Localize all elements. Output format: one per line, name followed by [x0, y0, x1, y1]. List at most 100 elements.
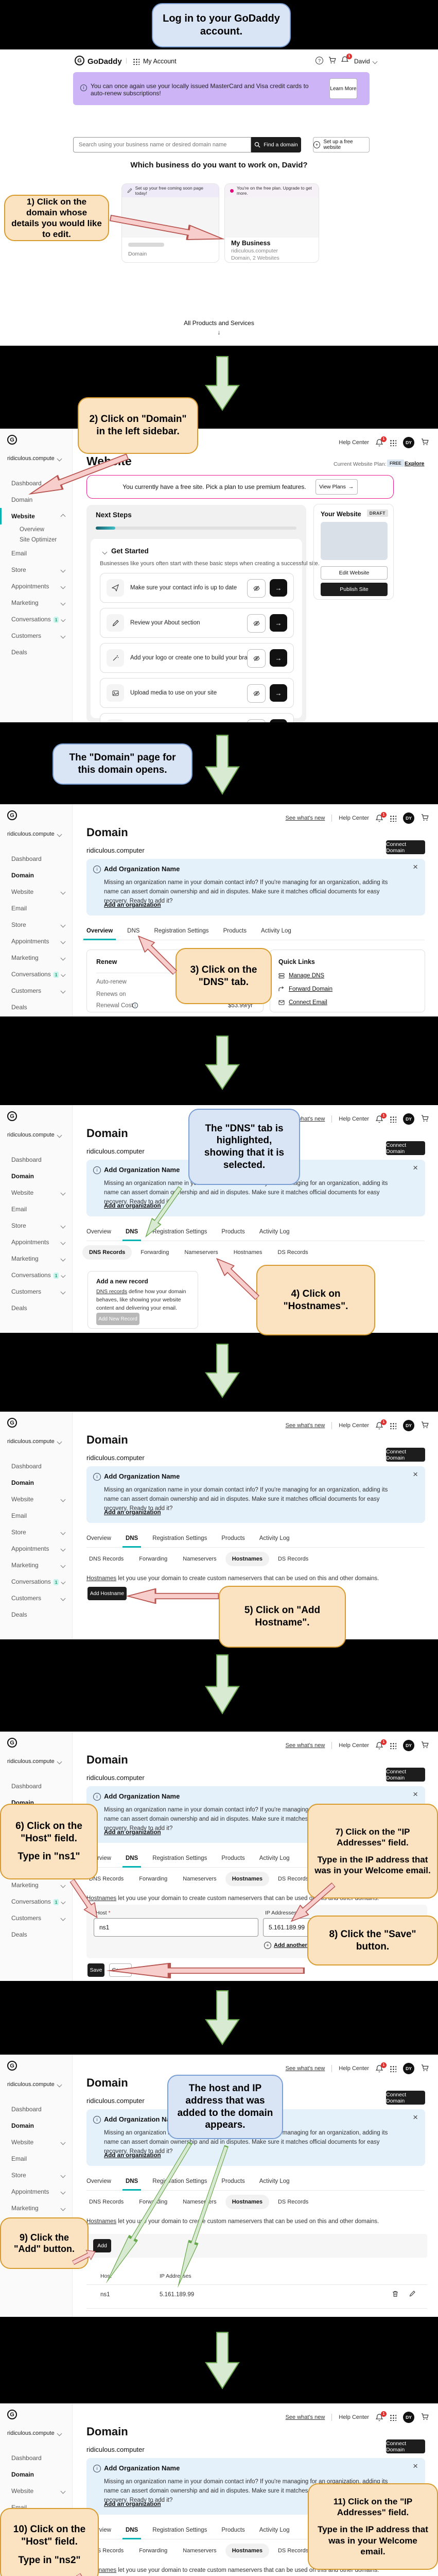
help-center-link[interactable]: Help Center: [339, 1422, 369, 1429]
hostnames-term-link[interactable]: Hostnames: [86, 1575, 117, 1582]
brand-name[interactable]: GoDaddy: [87, 57, 122, 66]
sidebar-item-store[interactable]: Store: [0, 1524, 72, 1540]
add-organization-link[interactable]: Add an organization: [104, 1203, 161, 1209]
close-icon[interactable]: ×: [413, 1789, 418, 1799]
add-organization-link[interactable]: Add an organization: [104, 902, 161, 908]
godaddy-logo-icon[interactable]: G: [7, 2061, 17, 2071]
avatar[interactable]: DY: [403, 1420, 414, 1431]
avatar[interactable]: DY: [403, 2063, 414, 2074]
add-organization-link[interactable]: Add an organization: [104, 2501, 161, 2507]
business-card-2[interactable]: You're on the free plan. Upgrade to get …: [224, 183, 319, 263]
tab-activity-log[interactable]: Activity Log: [260, 928, 291, 934]
subtab-forwarding[interactable]: Forwarding: [139, 2548, 168, 2554]
tab-overview[interactable]: Overview: [86, 2178, 111, 2184]
task-row[interactable]: Make sure your contact info is up to dat…: [100, 573, 294, 603]
tab-activity-log[interactable]: Activity Log: [259, 1229, 290, 1235]
sidebar-item-customers[interactable]: Customers: [0, 982, 72, 999]
tab-dns[interactable]: DNS: [127, 928, 140, 934]
help-icon[interactable]: ?: [316, 57, 323, 64]
tab-products[interactable]: Products: [221, 1855, 245, 1861]
notifications-bell-icon[interactable]: 1: [376, 1739, 387, 1750]
add-organization-link[interactable]: Add an organization: [104, 1510, 161, 1516]
connect-domain-button[interactable]: Connect Domain: [386, 2091, 425, 2105]
help-center-link[interactable]: Help Center: [339, 1116, 369, 1122]
tab-registration-settings[interactable]: Registration Settings: [152, 1535, 207, 1541]
app-switcher-icon[interactable]: [390, 1115, 396, 1123]
task-go-button[interactable]: →: [270, 649, 287, 667]
sidebar-item-customers[interactable]: Customers: [0, 1910, 72, 1926]
search-input[interactable]: [73, 137, 251, 152]
sidebar-item-domain[interactable]: Domain: [11, 2122, 34, 2129]
add-hostname-button[interactable]: Add Hostname: [87, 1587, 127, 1600]
subtab-hostnames[interactable]: Hostnames: [233, 1249, 262, 1256]
close-icon[interactable]: ×: [413, 1469, 418, 1479]
subtab-dns-records[interactable]: DNS Records: [89, 2199, 124, 2205]
notifications-bell-icon[interactable]: 1: [376, 436, 387, 447]
tab-products[interactable]: Products: [221, 1535, 245, 1541]
sidebar-item-website[interactable]: Website: [0, 2134, 72, 2150]
connect-domain-button[interactable]: Connect Domain: [386, 1141, 425, 1155]
save-button[interactable]: Save: [87, 1963, 104, 1977]
notifications-bell-icon[interactable]: 1: [376, 1419, 387, 1430]
close-icon[interactable]: ×: [413, 2112, 418, 2122]
host-input[interactable]: [94, 1918, 258, 1937]
subtab-dns-records[interactable]: DNS Records: [89, 1876, 124, 1882]
hostnames-term-link[interactable]: Hostnames: [86, 2218, 117, 2225]
subtab-ds-records[interactable]: DS Records: [277, 1876, 309, 1882]
sidebar-item-email[interactable]: Email: [11, 1512, 27, 1519]
close-icon[interactable]: ×: [413, 1163, 418, 1173]
sidebar-item-dashboard[interactable]: Dashboard: [11, 855, 42, 862]
subtab-ds-records[interactable]: DS Records: [277, 1556, 309, 1562]
add-organization-link[interactable]: Add an organization: [104, 1829, 161, 1836]
tab-products[interactable]: Products: [223, 928, 247, 934]
sidebar-item-marketing[interactable]: Marketing: [0, 1250, 72, 1267]
sidebar-domain-selector[interactable]: ridiculous.compute: [7, 2081, 62, 2088]
sidebar-item-store[interactable]: Store: [0, 1217, 72, 1234]
view-plans-button[interactable]: View Plans →: [315, 479, 358, 495]
connect-domain-button[interactable]: Connect Domain: [386, 840, 425, 854]
hide-task-button[interactable]: [247, 684, 266, 703]
subtab-hostnames[interactable]: Hostnames: [225, 2195, 269, 2209]
sidebar-item-marketing[interactable]: Marketing: [0, 595, 72, 611]
tab-products[interactable]: Products: [221, 2527, 245, 2533]
subtab-ds-records[interactable]: DS Records: [277, 2548, 309, 2554]
setup-free-website-button[interactable]: + Set up a free website: [313, 137, 370, 152]
sidebar-item-dashboard[interactable]: Dashboard: [11, 2454, 42, 2462]
app-switcher-icon[interactable]: [390, 815, 396, 822]
sidebar-domain-selector[interactable]: ridiculous.compute: [7, 1132, 62, 1138]
cart-icon[interactable]: [421, 814, 429, 823]
hide-task-button[interactable]: [247, 649, 266, 668]
sidebar-item-website[interactable]: Website: [0, 1184, 72, 1201]
sidebar-item-store[interactable]: Store: [0, 917, 72, 933]
manage-dns-link[interactable]: Manage DNS: [278, 973, 416, 979]
grid-icon[interactable]: [133, 58, 139, 65]
sidebar-domain-selector[interactable]: ridiculous.compute: [7, 455, 62, 462]
sidebar-item-deals[interactable]: Deals: [11, 1004, 27, 1011]
sidebar-item-email[interactable]: Email: [11, 1206, 27, 1213]
sidebar-item-appointments[interactable]: Appointments: [0, 578, 72, 595]
notifications-bell-icon[interactable]: 1: [341, 54, 352, 64]
tab-registration-settings[interactable]: Registration Settings: [152, 2527, 207, 2533]
sidebar-item-appointments[interactable]: Appointments: [0, 933, 72, 950]
collapse-chevron-icon[interactable]: [100, 548, 108, 555]
sidebar-item-customers[interactable]: Customers: [0, 1283, 72, 1300]
tab-overview[interactable]: Overview: [86, 1229, 111, 1235]
subtab-forwarding[interactable]: Forwarding: [139, 1556, 168, 1562]
sidebar-item-marketing[interactable]: Marketing: [0, 1557, 72, 1573]
task-row[interactable]: Link your Facebook page to reach more cu…: [100, 713, 294, 722]
sidebar-item-email[interactable]: Email: [11, 2155, 27, 2162]
tab-overview[interactable]: Overview: [83, 928, 116, 940]
subtab-dns-records[interactable]: DNS Records: [89, 1556, 124, 1562]
sidebar-item-customers[interactable]: Customers: [0, 1590, 72, 1606]
see-whats-new-link[interactable]: See what's new: [285, 2065, 325, 2072]
sidebar-item-domain[interactable]: Domain: [11, 1479, 34, 1486]
help-center-link[interactable]: Help Center: [339, 1742, 369, 1749]
app-switcher-icon[interactable]: [390, 439, 396, 446]
publish-site-button[interactable]: Publish Site: [321, 583, 388, 596]
hide-task-button[interactable]: [247, 719, 266, 722]
tab-dns[interactable]: DNS: [122, 1535, 142, 1548]
hostnames-term-link[interactable]: Hostnames: [86, 1895, 117, 1902]
